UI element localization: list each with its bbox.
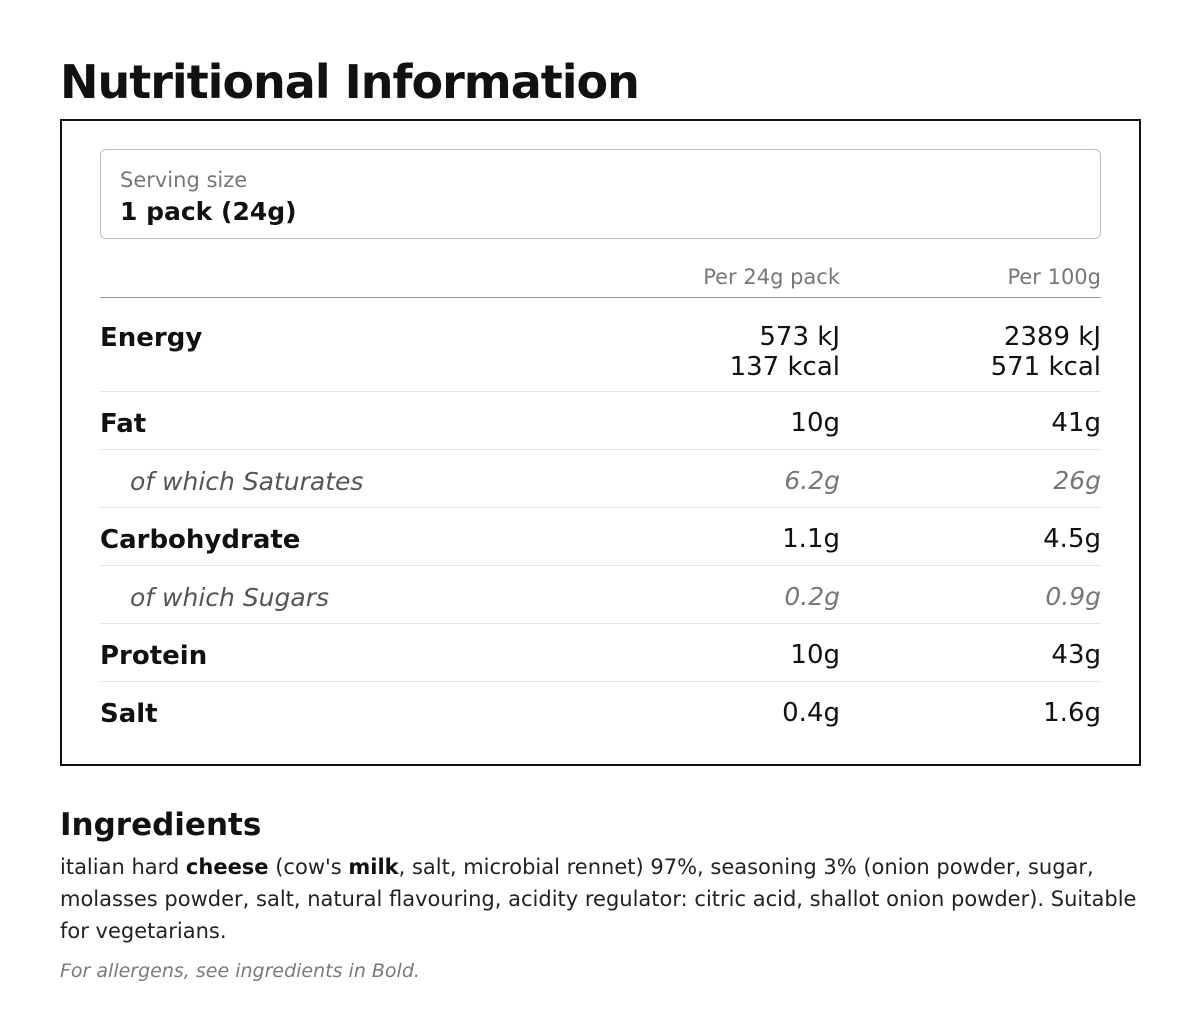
ingredients-text: italian hard cheese (cow's milk, salt, m…: [60, 851, 1150, 947]
allergen-note: For allergens, see ingredients in Bold.: [60, 960, 420, 982]
energy-per-pack-kcal: 137 kcal: [729, 352, 840, 382]
allergen-cheese: cheese: [185, 855, 269, 879]
energy-per-100g-kj: 2389 kJ: [1003, 322, 1101, 352]
value-per-pack: 1.1g: [782, 524, 840, 554]
allergen-milk: milk: [348, 855, 399, 879]
value-per-pack: 6.2g: [784, 466, 840, 495]
header-per-pack: Per 24g pack: [703, 265, 840, 289]
energy-per-100g-kcal: 571 kcal: [990, 352, 1101, 382]
energy-per-pack-kj: 573 kJ: [759, 322, 840, 352]
row-label: of which Sugars: [130, 583, 330, 612]
value-per-100g: 4.5g: [1043, 524, 1101, 554]
page-title: Nutritional Information: [60, 55, 640, 109]
table-header: Per 24g pack Per 100g: [100, 261, 1101, 298]
value-per-100g: 26g: [1053, 466, 1101, 495]
row-label: Salt: [100, 699, 158, 729]
nutrition-table: Per 24g pack Per 100g Energy 573 kJ 137 …: [100, 261, 1101, 739]
value-per-100g: 0.9g: [1045, 582, 1101, 611]
value-per-pack: 10g: [790, 640, 840, 670]
serving-size-label: Serving size: [120, 168, 248, 192]
table-row-sugars: of which Sugars 0.2g 0.9g: [100, 566, 1101, 624]
ingredient-part: , salt, microbial rennet) 97%, seasoning…: [60, 855, 1137, 943]
ingredients-title: Ingredients: [60, 807, 262, 843]
value-per-pack: 0.2g: [784, 582, 840, 611]
energy-per-pack: 573 kJ 137 kcal: [730, 322, 840, 382]
nutrition-panel: Serving size 1 pack (24g) Per 24g pack P…: [60, 119, 1141, 766]
serving-size-value: 1 pack (24g): [120, 197, 297, 226]
table-row-protein: Protein 10g 43g: [100, 624, 1101, 682]
row-label: Fat: [100, 409, 147, 439]
row-label: Carbohydrate: [100, 525, 301, 555]
ingredient-part: (cow's: [268, 855, 349, 879]
value-per-pack: 10g: [790, 408, 840, 438]
value-per-100g: 43g: [1051, 640, 1101, 670]
row-label: Energy: [100, 323, 203, 353]
table-row-energy: Energy 573 kJ 137 kcal 2389 kJ 571 kcal: [100, 298, 1101, 392]
row-label: Protein: [100, 641, 208, 671]
header-per-100g: Per 100g: [1007, 265, 1101, 289]
value-per-pack: 0.4g: [782, 698, 840, 728]
row-label: of which Saturates: [130, 467, 364, 496]
ingredient-part: italian hard: [60, 855, 186, 879]
table-row-salt: Salt 0.4g 1.6g: [100, 682, 1101, 739]
table-row-saturates: of which Saturates 6.2g 26g: [100, 450, 1101, 508]
table-row-carbohydrate: Carbohydrate 1.1g 4.5g: [100, 508, 1101, 566]
value-per-100g: 41g: [1051, 408, 1101, 438]
value-per-100g: 1.6g: [1043, 698, 1101, 728]
table-row-fat: Fat 10g 41g: [100, 392, 1101, 450]
serving-size-box: Serving size 1 pack (24g): [100, 149, 1101, 239]
energy-per-100g: 2389 kJ 571 kcal: [991, 322, 1101, 382]
